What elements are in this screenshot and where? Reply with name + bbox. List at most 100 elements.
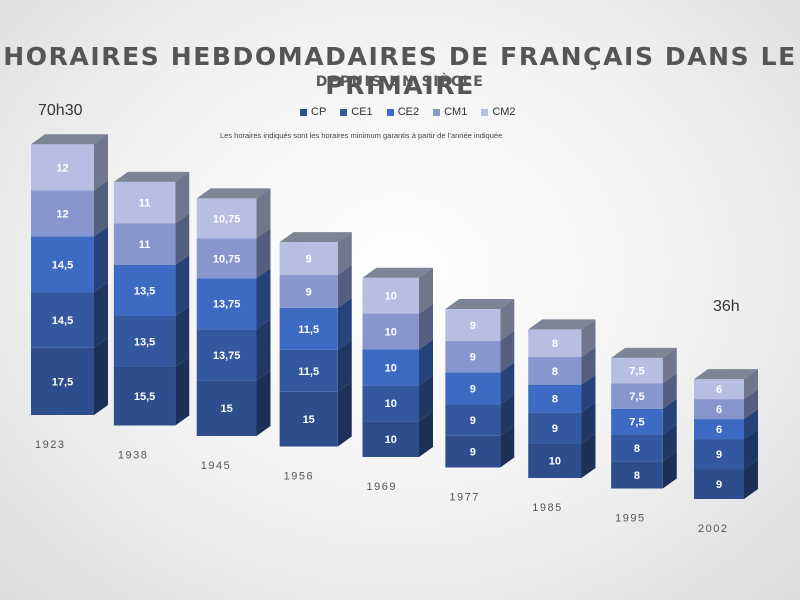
bar-side-cm1-2002 xyxy=(744,389,758,420)
x-tick-label-1956: 1956 xyxy=(284,471,314,483)
bar-side-cm2-1923 xyxy=(94,134,108,191)
data-label-ce1-1923: 14,5 xyxy=(52,315,73,327)
bar-cm1-2002 xyxy=(694,399,744,420)
legend-item-ce2: CE2 xyxy=(386,104,419,120)
bar-ce1-2002 xyxy=(694,439,744,470)
bar-ce1-1995 xyxy=(611,434,663,462)
bar-ce2-1956 xyxy=(279,307,338,350)
bar-ce2-1985 xyxy=(528,384,582,413)
bar-cp-1995 xyxy=(611,461,663,489)
data-label-cm2-1969: 10 xyxy=(385,291,397,303)
data-label-ce1-1969: 10 xyxy=(385,398,397,410)
bar-ce2-2002 xyxy=(694,419,744,440)
bar-cm1-1945 xyxy=(196,238,257,279)
bar-cp-1977 xyxy=(445,435,501,468)
bar-side-cp-2002 xyxy=(744,459,758,499)
bar-side-ce2-1945 xyxy=(256,268,271,330)
x-tick-label-1969: 1969 xyxy=(367,481,397,493)
bar-side-cp-1985 xyxy=(581,433,596,478)
bar-side-ce2-1923 xyxy=(94,226,108,293)
bar-top-1923 xyxy=(31,134,108,145)
bar-top-1985 xyxy=(528,319,596,330)
data-label-ce1-1945: 13,75 xyxy=(213,350,241,362)
legend-label-cp: CP xyxy=(311,106,327,118)
data-label-cp-1977: 9 xyxy=(470,447,476,459)
bar-side-cp-1969 xyxy=(419,411,433,457)
data-label-ce2-1985: 8 xyxy=(552,393,558,405)
bar-ce1-1938 xyxy=(113,315,176,367)
data-label-ce2-1977: 9 xyxy=(470,383,476,395)
data-label-cm1-1945: 10,75 xyxy=(213,253,241,265)
bar-cm1-1938 xyxy=(113,223,176,266)
bar-ce1-1945 xyxy=(196,329,257,381)
bar-ce1-1969 xyxy=(362,385,419,422)
bar-top-1969 xyxy=(362,267,433,278)
x-tick-label-1995: 1995 xyxy=(615,513,645,525)
bar-side-cm2-1977 xyxy=(500,299,515,341)
chart-title: HORAIRES HEBDOMADAIRES DE FRANÇAIS DANS … xyxy=(3,42,797,100)
bar-top-1938 xyxy=(113,171,190,182)
bar-ce1-1956 xyxy=(279,349,338,392)
bar-side-cm1-1938 xyxy=(175,213,190,266)
data-label-cm1-1938: 11 xyxy=(139,239,151,251)
bar-top-1956 xyxy=(279,232,352,243)
bar-ce2-1938 xyxy=(113,265,176,316)
data-label-ce2-1923: 14,5 xyxy=(52,259,73,271)
legend-swatch-ce1 xyxy=(340,108,348,116)
data-label-ce1-1995: 8 xyxy=(634,443,640,455)
legend: CP CE1 CE2 CM1 CM2 xyxy=(300,104,516,120)
bar-side-ce1-1969 xyxy=(419,375,433,422)
bar-side-ce2-2002 xyxy=(744,409,758,440)
data-label-cm1-1995: 7,5 xyxy=(629,391,644,403)
bar-side-cm1-1956 xyxy=(337,265,352,308)
bar-cm1-1956 xyxy=(279,275,338,308)
data-label-cm2-1995: 7,5 xyxy=(629,366,644,378)
data-label-cm1-1956: 9 xyxy=(306,286,312,298)
data-label-ce1-1938: 13,5 xyxy=(134,336,155,348)
bar-cm2-1985 xyxy=(528,329,582,357)
bar-cm1-1985 xyxy=(528,356,582,385)
data-label-ce2-1945: 13,75 xyxy=(213,299,241,311)
x-tick-label-1985: 1985 xyxy=(532,502,562,514)
data-label-ce2-2002: 6 xyxy=(716,424,722,436)
bar-ce1-1923 xyxy=(31,292,94,348)
x-tick-label-1923: 1923 xyxy=(35,439,65,451)
data-label-cp-1995: 8 xyxy=(634,470,640,482)
data-label-cp-1985: 10 xyxy=(549,456,561,468)
bar-side-cm2-1995 xyxy=(662,347,677,384)
bar-ce1-1977 xyxy=(445,404,501,436)
x-tick-label-2002: 2002 xyxy=(698,523,728,535)
bar-side-cm1-1995 xyxy=(662,373,677,409)
data-label-cm1-1977: 9 xyxy=(470,352,476,364)
bar-ce2-1995 xyxy=(611,408,663,435)
data-label-cm2-1985: 8 xyxy=(552,338,558,350)
bar-cm1-1923 xyxy=(31,190,94,237)
bar-cp-1969 xyxy=(362,421,419,457)
legend-item-cp: CP xyxy=(300,104,326,120)
bar-side-ce2-1995 xyxy=(662,398,677,435)
annotation-first-total: 70h30 xyxy=(38,102,83,119)
bar-side-cm2-1969 xyxy=(419,267,433,314)
bar-side-ce1-1985 xyxy=(581,402,596,444)
bar-side-ce2-1969 xyxy=(419,339,433,386)
legend-item-cm1: CM1 xyxy=(433,104,467,120)
bar-side-cp-1938 xyxy=(175,356,190,426)
data-label-cm2-1956: 9 xyxy=(306,254,312,266)
bar-ce2-1923 xyxy=(31,236,94,293)
bar-side-cm2-2002 xyxy=(744,369,758,400)
legend-swatch-ce2 xyxy=(386,108,394,116)
bar-side-ce1-1995 xyxy=(662,424,677,462)
data-label-cm2-2002: 6 xyxy=(716,384,722,396)
data-label-ce1-2002: 9 xyxy=(716,449,722,461)
bar-side-cm1-1985 xyxy=(581,346,596,385)
bar-side-cp-1923 xyxy=(94,337,108,415)
bar-side-ce1-1923 xyxy=(94,282,108,348)
bar-cp-1956 xyxy=(279,391,338,447)
bar-side-cp-1977 xyxy=(500,425,515,468)
bar-ce2-1945 xyxy=(196,278,257,330)
bar-side-ce1-2002 xyxy=(744,429,758,470)
bar-top-1945 xyxy=(196,188,271,199)
data-label-cm1-1969: 10 xyxy=(385,327,397,339)
bar-cm2-1956 xyxy=(279,242,338,276)
